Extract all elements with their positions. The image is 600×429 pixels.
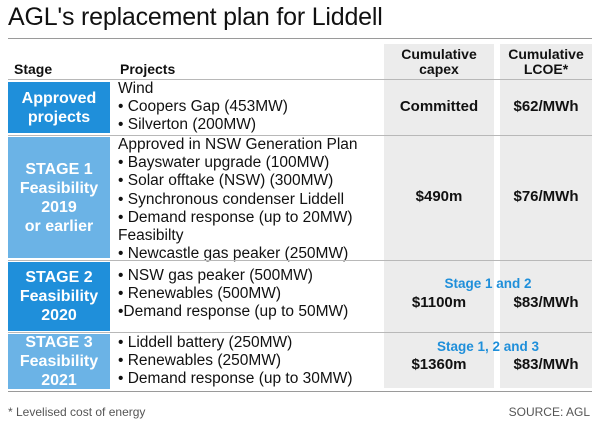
stage-label-approved: Approved projects bbox=[8, 82, 110, 133]
lcoe-column-background bbox=[500, 44, 592, 388]
project-item: • Newcastle gas peaker (250MW) bbox=[118, 245, 349, 263]
header-lcoe-line1: Cumulative bbox=[508, 46, 584, 62]
page-title: AGL's replacement plan for Liddell bbox=[8, 3, 383, 31]
cumulative-note-stage-3: Stage 1, 2 and 3 bbox=[436, 339, 540, 354]
capex-stage-3: $1360m bbox=[411, 356, 467, 373]
stage-label-stage-1: STAGE 1 Feasibility 2019 or earlier bbox=[8, 137, 110, 258]
footer-divider bbox=[8, 391, 592, 392]
projects-approved: Wind • Coopers Gap (453MW) • Silverton (… bbox=[118, 80, 288, 135]
capex-stage-2: $1100m bbox=[411, 294, 467, 311]
project-item: • NSW gas peaker (500MW) bbox=[118, 267, 313, 284]
header-lcoe-line2: LCOE* bbox=[523, 61, 569, 77]
lcoe-stage-3: $83/MWh bbox=[513, 356, 579, 373]
stage-label-stage-3: STAGE 3 Feasibility 2021 bbox=[8, 334, 110, 389]
capex-stage-1: $490m bbox=[415, 188, 463, 205]
project-item: • Bayswater upgrade (100MW) bbox=[118, 154, 330, 172]
projects-stage-1: Approved in NSW Generation Plan • Bayswa… bbox=[118, 136, 358, 263]
row-divider bbox=[8, 79, 592, 80]
header-capex-line1: Cumulative bbox=[401, 46, 477, 62]
source-credit: SOURCE: AGL bbox=[508, 405, 590, 419]
row-divider bbox=[8, 332, 592, 333]
project-item: • Renewables (250MW) bbox=[118, 352, 282, 370]
header-stage: Stage bbox=[14, 61, 53, 77]
row-divider bbox=[8, 135, 592, 136]
footnote: * Levelised cost of energy bbox=[8, 405, 146, 419]
project-item: • Liddell battery (250MW) bbox=[118, 334, 293, 351]
title-divider bbox=[8, 38, 592, 39]
lcoe-stage-1: $76/MWh bbox=[513, 188, 579, 205]
stage-label-stage-2: STAGE 2 Feasibility 2020 bbox=[8, 262, 110, 331]
project-item: • Solar offtake (NSW) (300MW) bbox=[118, 172, 334, 190]
project-item: • Silverton (200MW) bbox=[118, 116, 257, 134]
project-item: • Demand response (up to 20MW) bbox=[118, 208, 353, 226]
lcoe-stage-2: $83/MWh bbox=[513, 294, 579, 311]
project-item: Wind bbox=[118, 80, 154, 97]
project-item: Feasibilty bbox=[118, 227, 184, 245]
project-item: • Renewables (500MW) bbox=[118, 285, 282, 303]
header-capex-line2: capex bbox=[419, 61, 459, 77]
project-item: •Demand response (up to 50MW) bbox=[118, 303, 349, 321]
project-item: • Demand response (up to 30MW) bbox=[118, 370, 353, 388]
project-item: Approved in NSW Generation Plan bbox=[118, 136, 358, 153]
header-projects: Projects bbox=[120, 61, 176, 77]
cumulative-note-stage-2: Stage 1 and 2 bbox=[444, 276, 532, 291]
projects-stage-2: • NSW gas peaker (500MW) • Renewables (5… bbox=[118, 267, 348, 322]
header-capex: Cumulative capex bbox=[384, 47, 494, 77]
projects-stage-3: • Liddell battery (250MW) • Renewables (… bbox=[118, 334, 353, 389]
project-item: • Synchronous condenser Liddell bbox=[118, 190, 345, 208]
header-lcoe: Cumulative LCOE* bbox=[500, 47, 592, 77]
capex-column-background bbox=[384, 44, 494, 388]
lcoe-approved: $62/MWh bbox=[513, 98, 579, 115]
project-item: • Coopers Gap (453MW) bbox=[118, 98, 288, 116]
row-divider bbox=[8, 260, 592, 261]
capex-approved: Committed bbox=[399, 98, 479, 115]
